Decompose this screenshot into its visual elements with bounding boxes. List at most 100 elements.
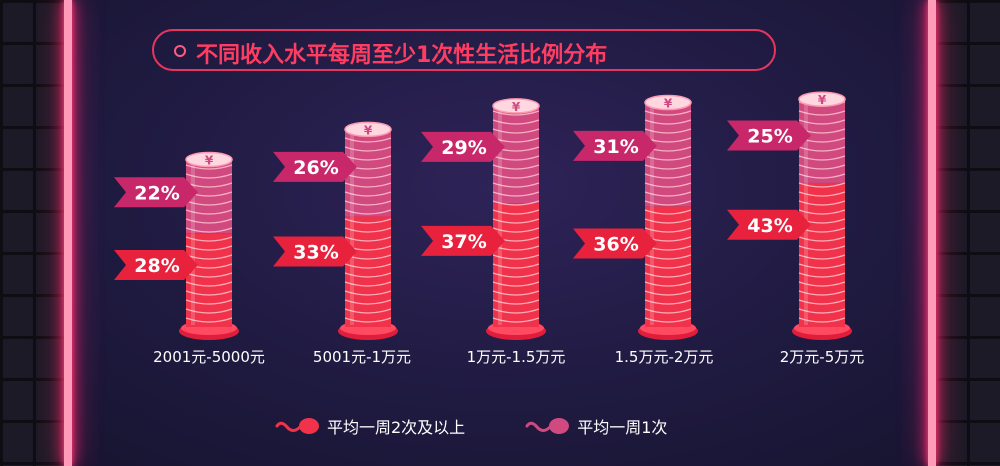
coin-ridge-0 [185, 281, 233, 287]
coin-ridge-2 [492, 191, 540, 197]
yen-icon-1: ¥ [364, 123, 373, 137]
coin-ridge-3 [644, 191, 692, 197]
coin-ridge-3 [644, 263, 692, 269]
coin-ridge-2 [492, 200, 540, 206]
coin-ridge-4 [798, 245, 846, 251]
legend-label-twice: 平均一周2次及以上 [327, 418, 466, 437]
coin-ridge-1 [344, 182, 392, 188]
coin-ridge-1 [344, 218, 392, 224]
coin-ridge-3 [644, 164, 692, 170]
coin-ridge-4 [798, 236, 846, 242]
label-once-0-tag [114, 177, 198, 208]
coin-ridge-4 [798, 119, 846, 125]
coin-ridge-3 [644, 155, 692, 161]
category-label-2: 1万元-1.5万元 [467, 348, 566, 366]
label-once-3-tag [573, 130, 657, 161]
coin-ridge-3 [644, 281, 692, 287]
legend: 平均一周2次及以上 平均一周1次 [275, 412, 727, 440]
coin-ridge-4 [798, 200, 846, 206]
coin-ridge-2 [492, 155, 540, 161]
coin-ridge-1 [344, 263, 392, 269]
coin-ridge-3 [644, 200, 692, 206]
coin-ridge-3 [644, 254, 692, 260]
coin-ridge-0 [185, 164, 233, 170]
coin-ridge-1 [344, 236, 392, 242]
coin-ridge-1 [344, 281, 392, 287]
yen-icon-3: ¥ [664, 97, 673, 111]
label-once-2: 29% [441, 137, 486, 159]
coin-ridge-4 [798, 272, 846, 278]
coin-ridge-4 [798, 164, 846, 170]
label-twice-2-tag [421, 225, 505, 256]
coin-ridge-1 [344, 227, 392, 233]
label-twice-4: 43% [747, 215, 792, 237]
coin-top-3 [644, 94, 692, 111]
coin-ridge-2 [492, 317, 540, 323]
label-twice-0: 28% [134, 255, 179, 277]
coin-ridge-0 [185, 290, 233, 296]
category-label-1: 5001元-1万元 [313, 348, 411, 366]
coin-ridge-2 [492, 254, 540, 260]
coin-ridge-4 [798, 317, 846, 323]
coin-ridge-1 [344, 299, 392, 305]
coin-ridge-4 [798, 191, 846, 197]
label-twice-3-tag [573, 228, 657, 259]
label-twice-4-tag [727, 209, 811, 240]
coin-ridge-0 [185, 209, 233, 215]
coin-ridge-4 [798, 155, 846, 161]
coin-ridge-4 [798, 281, 846, 287]
coin-ridge-1 [344, 200, 392, 206]
bar-highlight-3 [650, 106, 654, 325]
coin-ridge-0 [185, 200, 233, 206]
coin-ridge-0 [185, 272, 233, 278]
coin-ridge-3 [644, 110, 692, 116]
label-twice-1: 33% [293, 242, 338, 264]
coin-ridge-4 [798, 146, 846, 152]
coin-ridge-3 [644, 227, 692, 233]
coin-ridge-4 [798, 290, 846, 296]
coin-ridge-2 [492, 227, 540, 233]
coin-ridge-3 [644, 218, 692, 224]
label-twice-1-tag [273, 236, 357, 267]
legend-item-once: 平均一周1次 [525, 414, 667, 438]
neon-tube-left [64, 0, 72, 466]
coin-ridge-2 [492, 290, 540, 296]
coin-ridge-0 [185, 218, 233, 224]
coin-ridge-3 [644, 290, 692, 296]
legend-label-once: 平均一周1次 [577, 418, 668, 437]
coin-ridge-0 [185, 236, 233, 242]
coin-ridge-1 [344, 290, 392, 296]
coin-ridge-2 [492, 110, 540, 116]
bar-twice-2 [493, 203, 539, 327]
coin-ridge-2 [492, 209, 540, 215]
coin-ridge-2 [492, 272, 540, 278]
bar-twice-1 [345, 216, 391, 327]
yen-icon-0: ¥ [205, 154, 214, 168]
neon-tube-right [928, 0, 936, 466]
label-once-2-group: 29% [421, 131, 505, 162]
coin-ridge-0 [185, 254, 233, 260]
coin-ridge-2 [492, 299, 540, 305]
coin-ridge-2 [492, 173, 540, 179]
sperm-icon-red [275, 418, 319, 434]
coin-ridge-3 [644, 299, 692, 305]
label-once-1: 26% [293, 157, 338, 179]
coin-ridge-4 [798, 308, 846, 314]
coin-ridge-4 [798, 110, 846, 116]
title-bullet-icon [174, 45, 186, 57]
label-twice-2-group: 37% [421, 225, 505, 256]
coin-top-0 [185, 151, 233, 168]
brick-wall-right [934, 0, 1000, 466]
yen-icon-4: ¥ [818, 93, 827, 107]
sperm-icon-pink [525, 418, 570, 434]
bar-highlight-0 [191, 163, 195, 325]
yen-icon-2: ¥ [512, 100, 521, 114]
coin-ridge-4 [798, 299, 846, 305]
coin-ridge-3 [644, 182, 692, 188]
bar-once-1 [345, 129, 391, 217]
legend-item-twice: 平均一周2次及以上 [275, 414, 465, 438]
coin-ridge-3 [644, 308, 692, 314]
coin-ridge-2 [492, 182, 540, 188]
coin-ridge-2 [492, 164, 540, 170]
bar-highlight-1 [350, 133, 354, 325]
